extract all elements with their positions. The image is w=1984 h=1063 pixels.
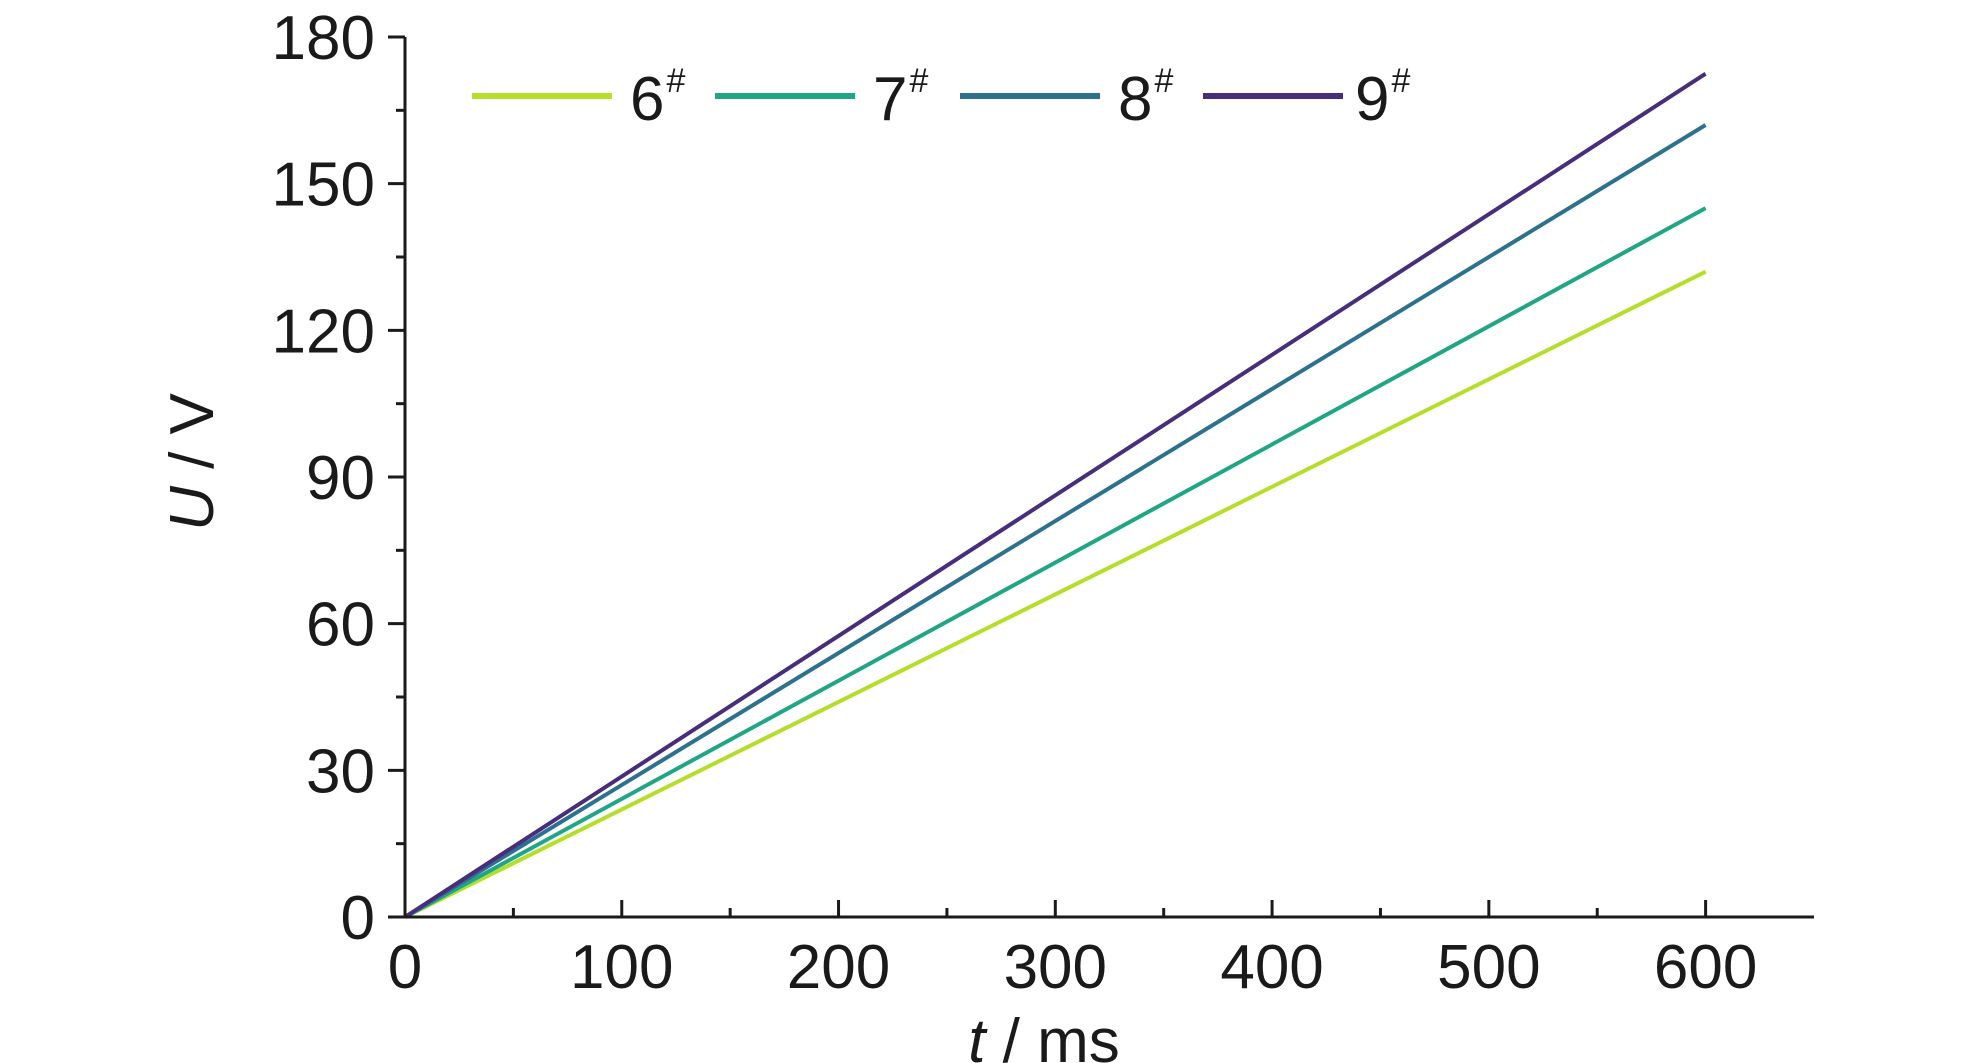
y-tick-label: 60 <box>306 591 375 660</box>
legend-label-superscript: # <box>1154 62 1173 100</box>
legend-item-7: 7# <box>715 62 928 134</box>
series-line-6 <box>404 269 1707 919</box>
x-tick-label: 200 <box>787 933 890 1002</box>
y-axis-unit: / V <box>158 392 227 486</box>
legend-label: 6# <box>630 62 685 134</box>
legend-item-6: 6# <box>472 62 685 134</box>
legend-label-superscript: # <box>909 62 928 100</box>
legend-item-9: 9# <box>1203 62 1410 134</box>
legend-label: 8# <box>1118 62 1173 134</box>
legend-label-text: 6 <box>630 65 664 134</box>
legend-label-text: 9 <box>1355 65 1389 134</box>
plot-lines <box>403 72 1707 919</box>
y-tick-label: 120 <box>272 297 375 366</box>
y-axis-variable: U <box>158 485 227 531</box>
legend-label-superscript: # <box>666 62 685 100</box>
y-tick-label: 180 <box>272 4 375 73</box>
legend-label-text: 8 <box>1118 65 1152 134</box>
x-tick-label: 300 <box>1004 933 1107 1002</box>
x-tick-label: 100 <box>570 933 673 1002</box>
y-tick-label: 150 <box>272 151 375 220</box>
axes: 0 100 200 300 400 500 600 0 30 60 90 120 150 180 <box>272 4 1814 1002</box>
x-tick-label: 500 <box>1437 933 1540 1002</box>
x-tick-label: 400 <box>1220 933 1323 1002</box>
x-axis-unit: / ms <box>985 1007 1119 1063</box>
x-tick-label: 0 <box>388 933 422 1002</box>
x-tick-label: 600 <box>1654 933 1757 1002</box>
series-line-9 <box>403 72 1707 919</box>
x-axis-title: t / ms <box>968 1007 1120 1063</box>
y-tick-label: 90 <box>306 444 375 513</box>
y-axis-title: U / V <box>158 392 227 530</box>
legend-label: 9# <box>1355 62 1410 134</box>
legend-label-superscript: # <box>1391 62 1410 100</box>
legend-label-text: 7 <box>873 65 907 134</box>
series-line-7 <box>404 206 1707 919</box>
series-line-8 <box>403 123 1707 919</box>
y-tick-label: 30 <box>306 737 375 806</box>
x-axis-variable: t <box>968 1007 988 1063</box>
y-tick-label: 0 <box>341 884 375 953</box>
legend-item-8: 8# <box>960 62 1173 134</box>
legend-label: 7# <box>873 62 928 134</box>
legend: 6# 7# 8# 9# <box>472 62 1410 134</box>
